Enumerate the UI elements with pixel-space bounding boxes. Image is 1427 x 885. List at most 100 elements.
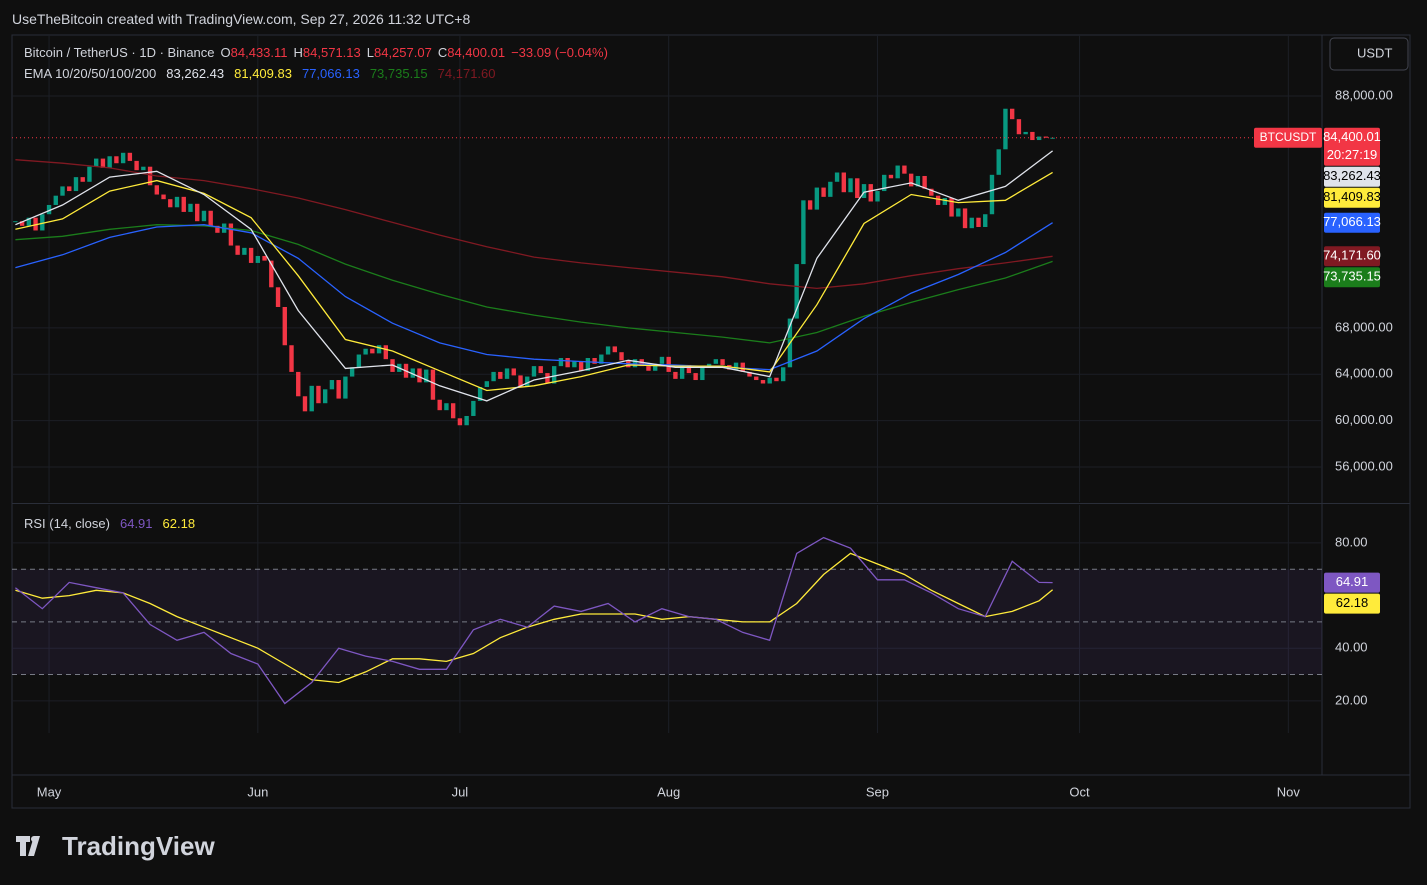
- candle: [376, 345, 382, 354]
- candle: [585, 358, 591, 371]
- candle: [511, 368, 516, 376]
- ohlc-key: O: [220, 45, 231, 60]
- price-legend: Bitcoin / TetherUS · 1D · Binance O84,433…: [24, 45, 608, 60]
- ema-tag: 77,066.13: [1323, 214, 1381, 229]
- ema-value: 73,735.15: [369, 66, 428, 81]
- candle: [147, 166, 153, 186]
- candle: [26, 217, 32, 226]
- candle: [417, 368, 422, 383]
- ema-line: [15, 150, 1053, 402]
- candle: [343, 376, 348, 399]
- candle: [767, 377, 772, 384]
- candle: [141, 166, 146, 171]
- candle: [289, 345, 294, 372]
- ema-tag-bg: [1324, 246, 1380, 267]
- candle: [565, 358, 570, 368]
- currency-button[interactable]: [1329, 37, 1409, 71]
- candle: [309, 385, 314, 412]
- candle: [73, 177, 79, 192]
- candle: [747, 371, 752, 377]
- candle: [538, 366, 543, 374]
- ohlc-key: L: [366, 45, 374, 60]
- candle: [693, 373, 698, 381]
- candle: [46, 204, 52, 215]
- candle: [969, 217, 974, 229]
- ema-tag-bg: [1324, 267, 1380, 288]
- ohlc-item: L84,257.07: [367, 45, 432, 60]
- candle: [154, 185, 159, 195]
- candle: [282, 306, 287, 346]
- y-tick-label: 60,000.00: [1335, 412, 1393, 427]
- candle: [686, 364, 692, 374]
- candle: [275, 287, 281, 307]
- candle: [235, 245, 240, 255]
- x-tick-label: Sep: [866, 784, 889, 799]
- candle: [383, 345, 388, 360]
- candle: [120, 152, 126, 164]
- candle: [87, 166, 92, 182]
- ohlc-value: 84,257.07: [373, 45, 432, 60]
- candle: [545, 373, 550, 384]
- candle: [989, 174, 995, 215]
- candle: [329, 380, 335, 390]
- candle: [902, 165, 907, 174]
- symbol-title: Bitcoin / TetherUS · 1D · Binance: [24, 45, 215, 60]
- candle: [942, 198, 948, 205]
- candle: [168, 199, 173, 208]
- candle: [700, 367, 705, 381]
- candle: [659, 356, 665, 364]
- ema-legend: EMA 10/20/50/100/200 83,262.43 81,409.83 77…: [24, 66, 496, 81]
- candle: [484, 381, 490, 387]
- candle: [578, 361, 584, 371]
- ema-tag: 83,262.43: [1323, 168, 1381, 183]
- candle: [302, 396, 308, 412]
- candle: [760, 380, 766, 384]
- candle: [215, 225, 220, 233]
- candle: [679, 364, 685, 379]
- rsi-band: [12, 569, 1322, 675]
- candle: [740, 362, 745, 372]
- candle: [33, 217, 38, 231]
- ema-tag-bg: [1324, 212, 1380, 233]
- candle: [430, 369, 436, 400]
- candle: [161, 194, 166, 200]
- ohlc-value: 84,571.13: [302, 45, 361, 60]
- candle: [437, 399, 442, 411]
- y-tick-label: 68,000.00: [1335, 319, 1393, 334]
- candle: [868, 184, 873, 202]
- symbol-tag-bg: [1254, 127, 1322, 148]
- candle: [915, 175, 921, 187]
- candle: [646, 366, 651, 371]
- y-tick-label: 20.00: [1335, 692, 1368, 707]
- candle: [962, 208, 968, 229]
- candle: [195, 203, 200, 222]
- candle: [60, 186, 65, 196]
- candle: [424, 369, 429, 383]
- candle: [107, 156, 112, 168]
- y-tick-label: 40.00: [1335, 640, 1368, 655]
- candle: [895, 165, 900, 179]
- candle: [551, 366, 557, 384]
- candle: [504, 368, 510, 379]
- ema-line: [15, 222, 1053, 371]
- candle: [814, 187, 820, 210]
- candle: [228, 223, 234, 246]
- candle: [821, 187, 826, 197]
- candle: [525, 376, 530, 387]
- candle: [774, 377, 779, 382]
- candle: [713, 359, 719, 364]
- y-tick-label: 80.00: [1335, 534, 1368, 549]
- ema-line: [15, 159, 1053, 290]
- countdown: 20:27:19: [1327, 147, 1378, 162]
- rsi-tag: 64.91: [1336, 574, 1369, 589]
- candle: [1009, 108, 1015, 120]
- candle: [518, 375, 523, 387]
- candle: [733, 362, 739, 370]
- candle: [255, 255, 261, 263]
- candle: [370, 348, 375, 354]
- candle: [174, 196, 180, 208]
- candle: [1043, 136, 1049, 138]
- candle: [336, 380, 341, 399]
- ohlc-value: 84,400.01: [447, 45, 506, 60]
